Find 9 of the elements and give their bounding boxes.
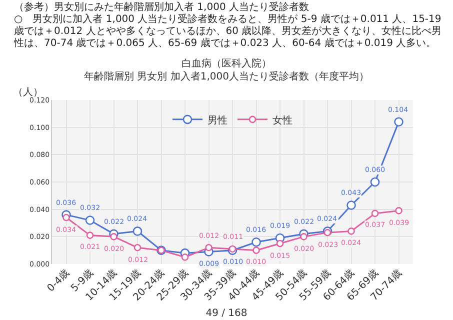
text: （参考）男女別にみた年齢階層別加入者 1,000 人当たり受診者数: [14, 2, 310, 14]
legend-label: 男性: [208, 114, 228, 126]
x-tick-label: 0-4歳: [44, 267, 72, 294]
chart-title: 白血病（医科入院）: [182, 58, 272, 70]
legend-label: 女性: [272, 114, 292, 126]
text: ○ 男女別に加入者 1,000 人当たり受診者数をみると、男性が 5-9 歳では＋0.011 人、15-19 歳では＋0.012 人とやや多くなっているほか、60 歳以降、男女差が大きくなり、女性に比べ男性は、70-74 歳では＋0.065 人、65-69 歳では＋0.023 人、60-64 歳では＋0.019 人多い。: [14, 14, 443, 50]
chart-subtitle: 年齢階層別 男女別 加入者1,000人当たり受診者数（年度平均）: [84, 70, 369, 83]
text: 49 / 168: [204, 308, 248, 319]
y-axis-title: （人）: [13, 87, 43, 98]
